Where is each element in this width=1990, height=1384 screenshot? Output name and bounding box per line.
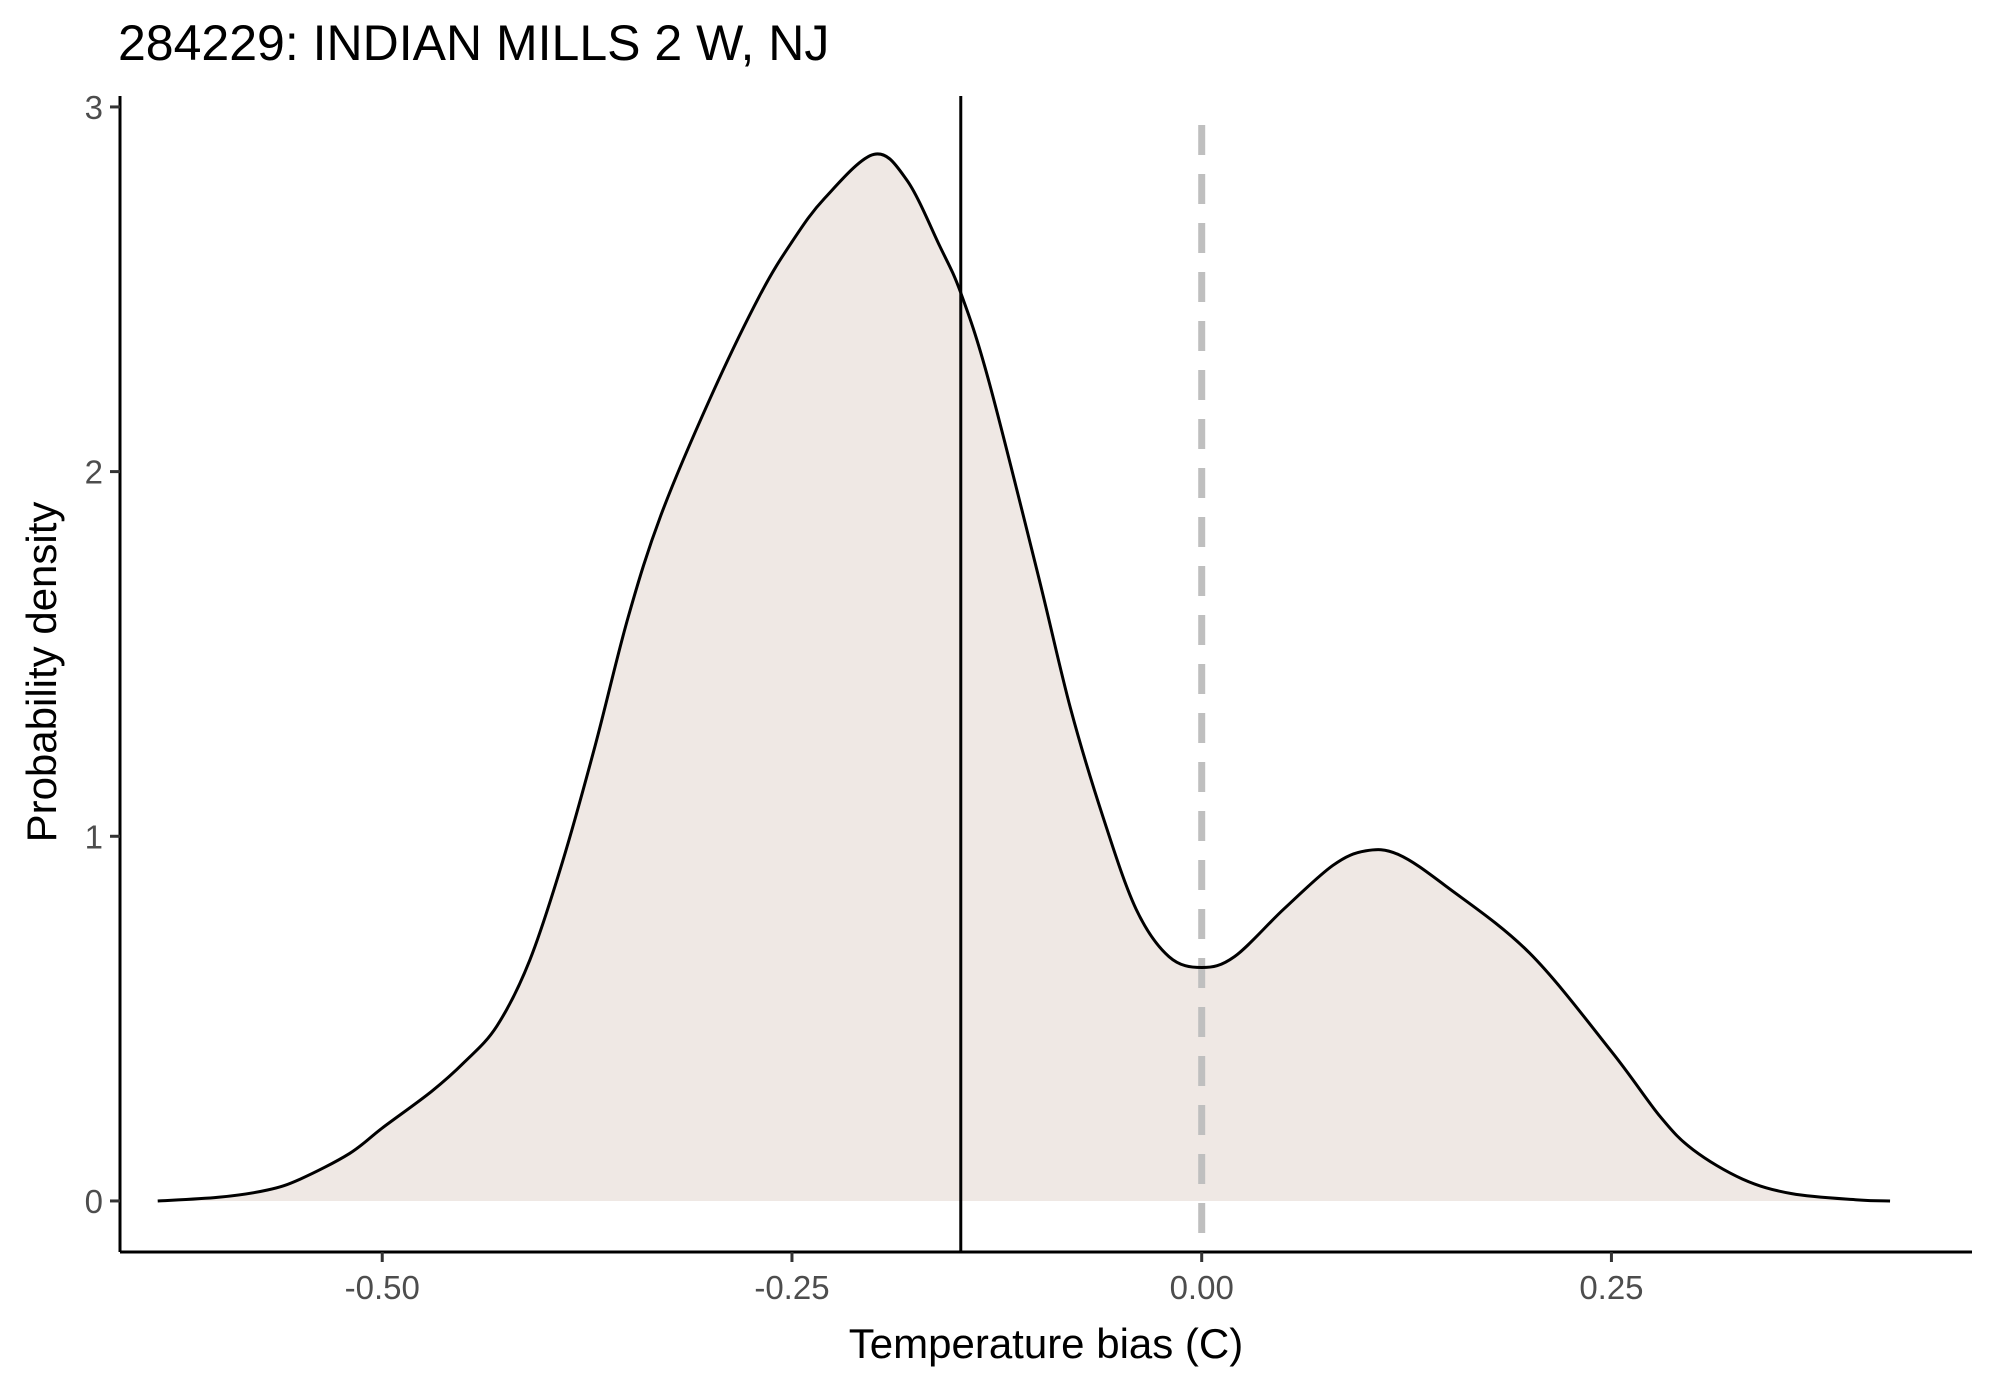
y-tick-label: 1 xyxy=(85,818,103,855)
y-tick-label: 2 xyxy=(85,454,103,491)
density-area-fill xyxy=(157,153,1891,1201)
x-axis-title: Temperature bias (C) xyxy=(849,1320,1243,1367)
density-curve xyxy=(157,152,1891,1203)
x-tick-label: 0.25 xyxy=(1579,1269,1643,1306)
x-tick-label: -0.25 xyxy=(754,1269,829,1306)
y-tick-label: 0 xyxy=(85,1183,103,1220)
x-tick-label: -0.50 xyxy=(345,1269,420,1306)
y-axis-title: Probability density xyxy=(18,502,65,843)
y-axis-ticks: 0 1 2 3 xyxy=(85,89,120,1220)
x-axis-ticks: -0.50 -0.25 0.00 0.25 xyxy=(345,1252,1644,1306)
chart-title: 284229: INDIAN MILLS 2 W, NJ xyxy=(118,15,830,71)
y-tick-label: 3 xyxy=(85,89,103,126)
x-tick-label: 0.00 xyxy=(1170,1269,1234,1306)
